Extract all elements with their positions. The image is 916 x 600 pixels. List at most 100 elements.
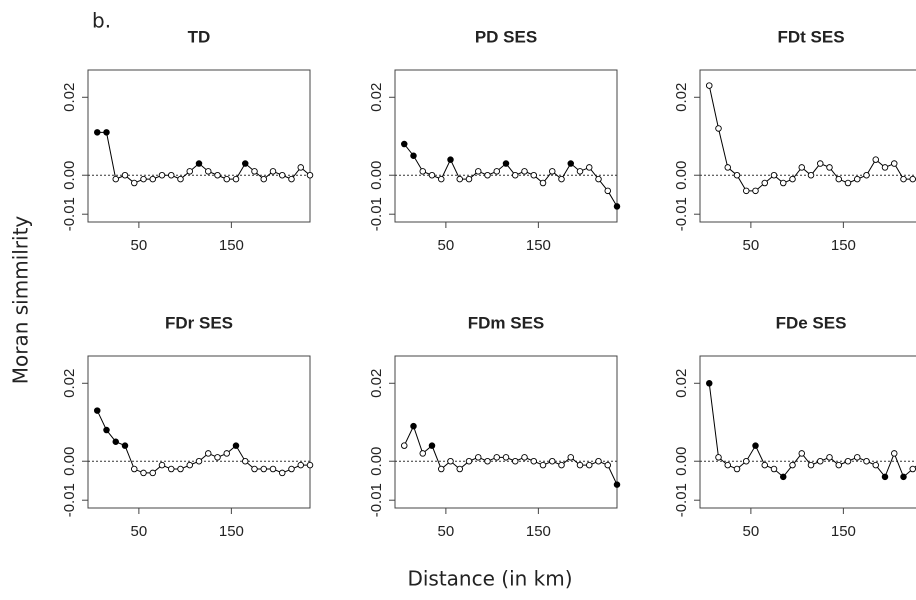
data-point (724, 164, 732, 171)
plot-frame (699, 69, 916, 223)
data-point (743, 187, 750, 195)
data-point (484, 171, 491, 179)
data-point (817, 457, 824, 465)
data-point (826, 164, 833, 171)
y-tick-label: -0.01 (368, 483, 385, 517)
data-point (909, 175, 916, 183)
plot-frame (87, 69, 311, 223)
data-point (288, 465, 295, 473)
data-point (149, 175, 156, 183)
panel-label: b. (92, 9, 111, 33)
data-point (306, 171, 314, 179)
data-point (770, 465, 778, 473)
y-tick-label: 0.02 (673, 83, 690, 112)
y-tick-label: 0.00 (673, 161, 690, 190)
data-point (567, 160, 575, 167)
data-point (539, 179, 547, 187)
data-point (613, 481, 621, 488)
data-point (186, 168, 193, 175)
data-point (807, 171, 815, 179)
data-point (121, 442, 129, 449)
data-point (502, 160, 510, 167)
data-point (863, 457, 870, 465)
data-point (410, 422, 417, 430)
data-point (103, 129, 110, 136)
data-point (465, 457, 473, 465)
data-point (798, 164, 806, 171)
data-point (130, 465, 138, 473)
data-point (241, 457, 249, 465)
y-tick-label: 0.00 (368, 161, 385, 190)
data-point (502, 454, 510, 461)
data-point (512, 457, 519, 465)
x-tick-label: 50 (743, 237, 760, 254)
data-point (475, 168, 482, 175)
data-point (761, 179, 769, 187)
data-point (770, 171, 778, 179)
data-point (465, 175, 473, 183)
data-point (854, 175, 861, 183)
data-point (149, 469, 156, 477)
data-point (223, 450, 230, 457)
data-point (576, 461, 584, 469)
data-point (752, 187, 759, 195)
data-point (140, 175, 147, 183)
x-tick-label: 50 (743, 523, 760, 540)
data-point (260, 465, 268, 473)
data-point (158, 461, 166, 469)
data-point (807, 461, 815, 469)
plot-frame (394, 69, 618, 223)
data-point (604, 187, 612, 195)
data-point (279, 171, 286, 179)
chart-title: PD SES (475, 27, 537, 46)
data-point (419, 450, 427, 457)
chart-title: FDt SES (777, 27, 844, 46)
x-tick-label: 150 (219, 237, 244, 254)
x-tick-label: 50 (438, 237, 455, 254)
data-point (447, 156, 454, 163)
data-point (251, 168, 258, 175)
data-point (214, 454, 221, 461)
y-tick-label: -0.01 (673, 483, 690, 517)
data-point (103, 426, 110, 434)
data-point (715, 454, 722, 461)
data-point (269, 465, 277, 473)
data-point (177, 175, 184, 183)
y-tick-label: 0.00 (61, 161, 78, 190)
series-line (403, 424, 618, 485)
data-point (613, 203, 621, 210)
data-point (447, 457, 454, 465)
data-point (872, 156, 880, 163)
y-tick-label: 0.00 (368, 447, 385, 476)
data-point (549, 168, 556, 175)
data-point (835, 175, 843, 183)
data-point (724, 461, 732, 469)
data-point (521, 168, 528, 175)
data-point (419, 168, 427, 175)
data-point (539, 461, 547, 469)
data-point (595, 457, 602, 465)
data-point (428, 171, 436, 179)
x-tick-label: 150 (831, 523, 856, 540)
data-point (428, 442, 436, 449)
y-tick-label: 0.00 (61, 447, 78, 476)
data-point (733, 465, 741, 473)
x-tick-label: 150 (831, 237, 856, 254)
data-point (881, 473, 889, 481)
x-tick-label: 150 (526, 237, 551, 254)
chart-title: FDm SES (468, 313, 545, 332)
y-tick-label: 0.02 (61, 83, 78, 112)
data-point (158, 171, 166, 179)
data-point (410, 152, 417, 159)
data-point (456, 465, 464, 473)
data-point (493, 168, 501, 175)
data-point (733, 171, 741, 179)
data-point (241, 160, 249, 167)
data-point (844, 457, 852, 465)
data-point (798, 450, 806, 457)
data-point (595, 175, 602, 183)
y-tick-label: -0.01 (61, 483, 78, 517)
data-point (204, 450, 212, 457)
data-point (177, 465, 184, 473)
